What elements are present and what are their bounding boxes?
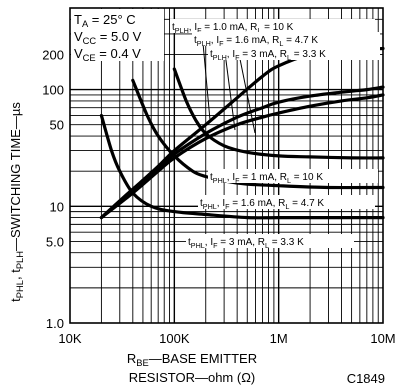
series-label: tPLH, IF = 1.6 mA, RL = 4.7 K (194, 35, 318, 48)
leader-line (239, 58, 256, 134)
series-label: tPHL, IF = 3 mA, RL = 3.3 K (188, 237, 304, 250)
series-lines (99, 46, 385, 220)
y-axis-label: tPHL, tPLH—SWITCHING TIME—µs (8, 102, 25, 302)
leader-line (201, 31, 211, 121)
series-label-background (170, 19, 375, 33)
y-tick-label: 10 (50, 199, 64, 214)
x-tick-label: 10K (58, 331, 81, 346)
x-tick-label: 1M (270, 331, 288, 346)
condition-text: TA = 25° C (74, 12, 136, 29)
series-line-1 (99, 46, 385, 220)
figure-id: C1849 (347, 371, 385, 386)
x-tick-label: 100K (159, 331, 190, 346)
series-line-5 (131, 78, 385, 190)
series-line-6 (99, 113, 385, 220)
condition-text: VCE = 0.4 V (74, 46, 141, 63)
series-label-background (198, 195, 375, 209)
y-tick-labels: 1.0 5.0 10 50 100 200 (42, 47, 64, 331)
series-label: tPLH, IF = 3 mA, RL = 3.3 K (210, 49, 326, 62)
y-tick-label: 50 (50, 118, 64, 133)
series-label-background (208, 169, 378, 183)
x-axis-label-line1: RBE—BASE EMITTER (127, 351, 257, 368)
series-label: tPHL, IF = 1.6 mA, RL = 4.7 K (200, 198, 324, 211)
y-tick-label: 5.0 (46, 234, 64, 249)
y-tick-label: 200 (42, 47, 64, 62)
x-tick-label: 10M (370, 331, 395, 346)
series-line-4 (172, 67, 385, 160)
series-label-background (192, 32, 380, 46)
y-tick-label: 100 (42, 83, 64, 98)
condition-text: VCC = 5.0 V (74, 29, 142, 46)
series-label-background (186, 234, 354, 248)
x-axis-label-line2: RESISTOR—ohm (Ω) (129, 370, 256, 385)
x-tick-labels: 10K 100K 1M 10M (58, 331, 395, 346)
plot-frame (69, 7, 384, 324)
series-label: tPHL, IF = 1 mA, RL = 10 K (210, 172, 323, 185)
series-label-background (208, 46, 380, 60)
y-tick-label: 1.0 (46, 316, 64, 331)
series-line-3 (99, 93, 385, 220)
series-label: tPLH, IF = 1.0 mA, RL = 10 K (172, 22, 294, 35)
conditions-background (71, 9, 164, 61)
